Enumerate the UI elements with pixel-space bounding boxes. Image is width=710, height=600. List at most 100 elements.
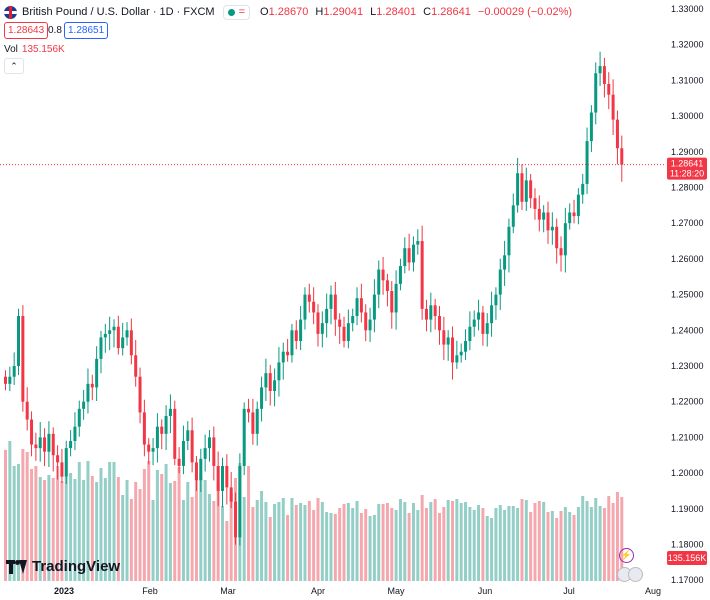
volume-bar <box>260 491 264 581</box>
volume-bar <box>516 508 520 581</box>
last-price-countdown: 11:28:20 <box>670 169 704 179</box>
volume-bar <box>134 482 138 581</box>
candle-body <box>51 433 55 456</box>
candle-body <box>290 330 294 356</box>
candle-body <box>338 319 342 327</box>
volume-bar <box>268 517 272 581</box>
candle-body <box>112 326 116 331</box>
volume-bar <box>177 467 181 581</box>
price-axis[interactable]: 1.33000 1.32000 1.31000 1.30000 1.29000 1.280… <box>671 4 704 585</box>
candle-body <box>125 330 129 338</box>
candle-body <box>307 294 311 302</box>
candle-body <box>173 408 177 459</box>
candle-body <box>468 326 472 342</box>
volume-bar <box>121 495 125 581</box>
volume-bar <box>173 481 177 581</box>
volume-bars <box>4 441 624 581</box>
candle-body <box>212 437 216 466</box>
market-status-pill[interactable]: = <box>222 4 250 20</box>
volume-bar <box>329 513 333 581</box>
flag-icon[interactable] <box>628 567 643 582</box>
volume-bar <box>537 501 541 581</box>
candle-body <box>134 355 138 377</box>
volume-bar <box>416 510 420 581</box>
volume-bar <box>550 511 554 581</box>
low-value: 1.28401 <box>376 6 417 18</box>
volume-bar <box>303 505 307 581</box>
candle-body <box>242 408 246 466</box>
high-value: 1.29041 <box>323 6 364 18</box>
candle-body <box>273 380 277 391</box>
candle-body <box>4 376 7 384</box>
volume-bar <box>247 466 251 581</box>
brand-name: TradingView <box>32 558 121 575</box>
volume-bar <box>542 502 546 581</box>
candle-body <box>64 448 68 477</box>
volume-bar <box>368 516 372 581</box>
candle-body <box>43 437 47 452</box>
price-tick-label: 1.27000 <box>671 218 704 228</box>
candle-body <box>451 337 455 363</box>
market-open-dot-icon <box>227 8 235 16</box>
candle-body <box>60 462 64 477</box>
volume-bar <box>199 474 203 581</box>
price-tick-label: 1.21000 <box>671 432 704 442</box>
volume-bar <box>403 502 407 581</box>
volume-bar <box>559 511 563 581</box>
volume-bar <box>307 501 311 581</box>
volume-bar <box>138 489 142 581</box>
volume-bar <box>472 510 476 581</box>
volume-bar <box>290 498 294 581</box>
candle-body <box>607 83 611 95</box>
candle-body <box>594 73 598 113</box>
price-tick-label: 1.28000 <box>671 183 704 193</box>
volume-bar <box>73 479 77 581</box>
volume-bar <box>446 500 450 581</box>
volume-bar <box>325 512 329 581</box>
time-tick-label: Jul <box>563 586 575 596</box>
volume-bar <box>346 503 350 581</box>
volume-bar <box>77 462 81 581</box>
volume-bar <box>459 503 463 581</box>
volume-bar <box>168 483 172 581</box>
chevron-up-icon[interactable]: ⌃ <box>4 58 24 74</box>
volume-bar <box>12 466 16 581</box>
candle-body <box>372 294 376 320</box>
tradingview-logo[interactable]: TradingView <box>6 558 120 575</box>
volume-bar <box>47 475 51 581</box>
candle-body <box>160 426 164 434</box>
candle-body <box>485 323 489 334</box>
candle-body <box>589 112 593 142</box>
volume-bar <box>56 466 60 581</box>
candle-body <box>420 241 424 309</box>
candle-body <box>312 301 316 313</box>
candle-body <box>247 408 251 413</box>
time-tick-label: 2023 <box>54 586 74 596</box>
candle-body <box>234 501 238 538</box>
candle-body <box>268 373 272 391</box>
candle-body <box>615 119 619 149</box>
candle-body <box>433 305 437 317</box>
candle-body <box>316 312 320 334</box>
candle-body <box>147 444 151 452</box>
symbol-title[interactable]: British Pound / U.S. Dollar · 1D · FXCM <box>22 6 215 18</box>
price-tick-label: 1.25000 <box>671 290 704 300</box>
time-axis[interactable]: 2023 Feb Mar Apr May Jun Jul Aug <box>54 586 661 596</box>
volume-bar <box>615 492 619 581</box>
sell-price-button[interactable]: 1.28643 <box>4 22 49 39</box>
candle-body <box>411 244 415 263</box>
volume-bar <box>411 503 415 581</box>
volume-bar <box>507 506 511 581</box>
candle-body <box>403 248 407 267</box>
volume-bar <box>433 499 437 581</box>
candle-body <box>207 437 211 449</box>
volume-bar <box>160 474 164 581</box>
candle-body <box>394 283 398 313</box>
volume-bar <box>229 493 233 581</box>
lightning-icon[interactable]: ⚡ <box>619 548 634 563</box>
buy-price-button[interactable]: 1.28651 <box>64 22 109 39</box>
volume-bar <box>86 461 90 581</box>
volume-bar <box>451 501 455 581</box>
